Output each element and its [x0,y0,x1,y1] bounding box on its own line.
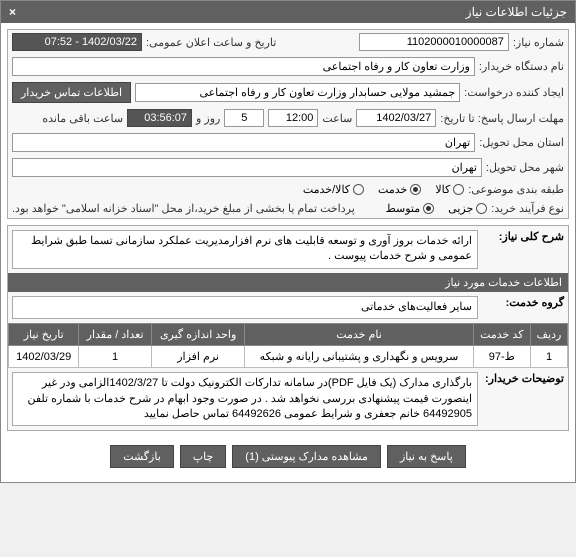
item-type-label: طبقه بندی موضوعی: [468,183,564,196]
time-label-1: ساعت [322,112,352,125]
buyer-notes-label: توضیحات خریدار: [484,372,564,426]
th-code: کد خدمت [473,324,530,346]
th-qty: تعداد / مقدار [79,324,151,346]
days-field: 5 [224,109,264,127]
radio-icon [476,203,487,214]
goods-radio-group[interactable]: کالا [435,183,464,196]
th-unit: واحد اندازه گیری [151,324,245,346]
goods-service-radio-group[interactable]: کالا/خدمت [303,183,364,196]
group-label: گروه خدمت: [484,296,564,319]
services-section-header: اطلاعات خدمات مورد نیاز [8,273,568,292]
th-name: نام خدمت [245,324,473,346]
respond-button[interactable]: پاسخ به نیاز [387,445,466,468]
goods-radio-label: کالا [435,183,450,196]
content-area: شماره نیاز: 1102000010000087 تاریخ و ساع… [1,23,575,482]
cell-unit: نرم افزار [151,346,245,368]
goods-service-radio-label: کالا/خدمت [303,183,350,196]
table-header-row: ردیف کد خدمت نام خدمت واحد اندازه گیری ت… [9,324,568,346]
radio-icon [410,184,421,195]
requester-label: ایجاد کننده درخواست: [464,86,564,99]
table-row: 1 ط-97 سرویس و نگهداری و پشتیبانی رایانه… [9,346,568,368]
cell-code: ط-97 [473,346,530,368]
medium-radio-group[interactable]: متوسط [386,202,435,215]
deadline-time-field: 12:00 [268,109,318,127]
service-radio-label: خدمت [378,183,407,196]
medium-radio-label: متوسط [386,202,421,215]
info-section: شماره نیاز: 1102000010000087 تاریخ و ساع… [7,29,569,219]
deadline-label: مهلت ارسال پاسخ: تا تاریخ: [440,112,564,125]
radio-icon [453,184,464,195]
need-number-field: 1102000010000087 [359,33,509,51]
buyer-label: نام دستگاه خریدار: [479,60,564,73]
requester-field: جمشید مولایی حسابدار وزارت تعاون کار و ر… [135,83,460,102]
general-desc-label: شرح کلی نیاز: [484,230,564,269]
province-label: استان محل تحویل: [479,136,564,149]
remaining-time-field: 03:56:07 [127,109,192,127]
province-field: تهران [12,133,475,152]
city-label: شهر محل تحویل: [486,161,564,174]
cell-date: 1402/03/29 [9,346,79,368]
city-field: تهران [12,158,482,177]
th-date: تاریخ نیاز [9,324,79,346]
service-radio-group[interactable]: خدمت [378,183,421,196]
buyer-notes-text: بارگذاری مدارک (یک فایل PDF)در سامانه تد… [12,372,478,426]
footer-buttons: پاسخ به نیاز مشاهده مدارک پیوستی (1) چاپ… [7,437,569,476]
title-bar: جزئیات اطلاعات نیاز × [1,1,575,23]
cell-name: سرویس و نگهداری و پشتیبانی رایانه و شبکه [245,346,473,368]
view-docs-button[interactable]: مشاهده مدارک پیوستی (1) [232,445,381,468]
days-label: روز و [196,112,220,125]
payment-note: پرداخت تمام یا بخشی از مبلغ خرید،از محل … [12,202,355,215]
public-date-label: تاریخ و ساعت اعلان عمومی: [146,36,276,49]
deadline-date-field: 1402/03/27 [356,109,436,127]
small-radio-group[interactable]: جزیی [448,202,487,215]
description-section: شرح کلی نیاز: ارائه خدمات بروز آوری و تو… [7,225,569,431]
buyer-field: وزارت تعاون کار و رفاه اجتماعی [12,57,475,76]
contact-info-button[interactable]: اطلاعات تماس خریدار [12,82,131,103]
close-icon[interactable]: × [9,5,16,19]
back-button[interactable]: بازگشت [110,445,174,468]
public-date-field: 1402/03/22 - 07:52 [12,33,142,51]
cell-row: 1 [531,346,568,368]
group-text: سایر فعالیت‌های خدماتی [12,296,478,319]
general-desc-text: ارائه خدمات بروز آوری و توسعه قابلیت های… [12,230,478,269]
radio-icon [423,203,434,214]
th-row: ردیف [531,324,568,346]
services-table: ردیف کد خدمت نام خدمت واحد اندازه گیری ت… [8,323,568,368]
need-details-window: جزئیات اطلاعات نیاز × شماره نیاز: 110200… [0,0,576,483]
print-button[interactable]: چاپ [180,445,227,468]
window-title: جزئیات اطلاعات نیاز [466,5,567,19]
cell-qty: 1 [79,346,151,368]
process-label: نوع فرآیند خرید: [491,202,564,215]
radio-icon [353,184,364,195]
remaining-label: ساعت باقی مانده [42,112,123,125]
small-radio-label: جزیی [448,202,473,215]
need-number-label: شماره نیاز: [513,36,564,49]
